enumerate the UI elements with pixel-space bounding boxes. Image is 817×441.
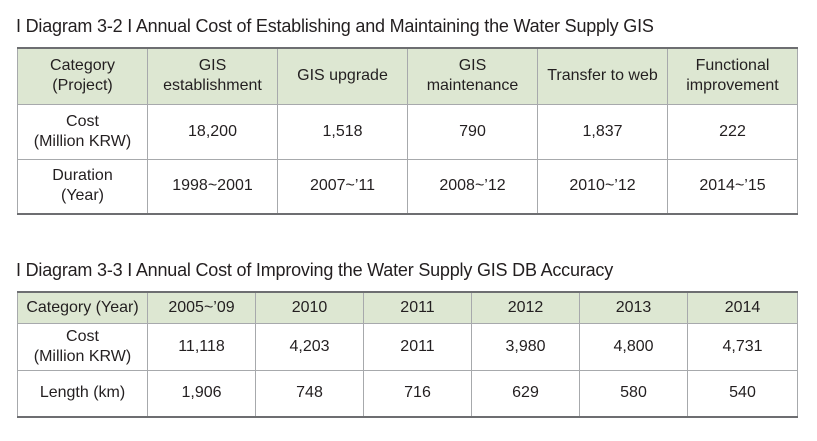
table-cell: 629 [471, 369, 580, 418]
header-gis-establishment: GIS establishment [147, 47, 278, 105]
row-label-duration: Duration (Year) [17, 158, 148, 215]
diagram-3-2-caption: I Diagram 3-2 I Annual Cost of Establish… [16, 16, 654, 36]
table-cell: 580 [579, 369, 688, 418]
table-cell: 790 [407, 103, 538, 160]
header-gis-maintenance: GIS maintenance [407, 47, 538, 105]
table-cell: 2007~’11 [277, 158, 408, 215]
table-cell: 4,731 [687, 322, 798, 371]
diagram-3-2-table: Category (Project) GIS establishment GIS u… [17, 47, 798, 215]
header-year: 2012 [471, 291, 580, 324]
table-cell: 716 [363, 369, 472, 418]
table-cell: 748 [255, 369, 364, 418]
header-year: 2005~’09 [147, 291, 256, 324]
row-label-cost: Cost (Million KRW) [17, 103, 148, 160]
table-cell: 2008~’12 [407, 158, 538, 215]
diagram-3-3-caption: I Diagram 3-3 I Annual Cost of Improving… [16, 260, 613, 280]
table-cell: 2011 [363, 322, 472, 371]
table-row: Duration (Year) 1998~2001 2007~’11 2008~’… [17, 158, 798, 215]
table-cell: 1998~2001 [147, 158, 278, 215]
table-cell: 2014~’15 [667, 158, 798, 215]
row-label-length: Length (km) [17, 369, 148, 418]
header-category-year: Category (Year) [17, 291, 148, 324]
diagram-3-3-table: Category (Year) 2005~’09 2010 2011 2012 … [17, 291, 798, 418]
table-cell: 1,906 [147, 369, 256, 418]
table-cell: 18,200 [147, 103, 278, 160]
header-year: 2014 [687, 291, 798, 324]
table-cell: 540 [687, 369, 798, 418]
table-cell: 2010~’12 [537, 158, 668, 215]
table-cell: 4,800 [579, 322, 688, 371]
table-row: Cost (Million KRW) 18,200 1,518 790 1,837… [17, 103, 798, 160]
row-label-cost: Cost (Million KRW) [17, 322, 148, 371]
header-year: 2010 [255, 291, 364, 324]
table-cell: 222 [667, 103, 798, 160]
header-year: 2013 [579, 291, 688, 324]
table-cell: 11,118 [147, 322, 256, 371]
table-cell: 3,980 [471, 322, 580, 371]
table-cell: 1,837 [537, 103, 668, 160]
header-year: 2011 [363, 291, 472, 324]
table-cell: 4,203 [255, 322, 364, 371]
header-functional-improvement: Functional improvement [667, 47, 798, 105]
table-cell: 1,518 [277, 103, 408, 160]
header-transfer-to-web: Transfer to web [537, 47, 668, 105]
table-row: Length (km) 1,906 748 716 629 580 540 [17, 369, 798, 418]
table-row: Cost (Million KRW) 11,118 4,203 2011 3,98… [17, 322, 798, 371]
header-category-project: Category (Project) [17, 47, 148, 105]
header-gis-upgrade: GIS upgrade [277, 47, 408, 105]
